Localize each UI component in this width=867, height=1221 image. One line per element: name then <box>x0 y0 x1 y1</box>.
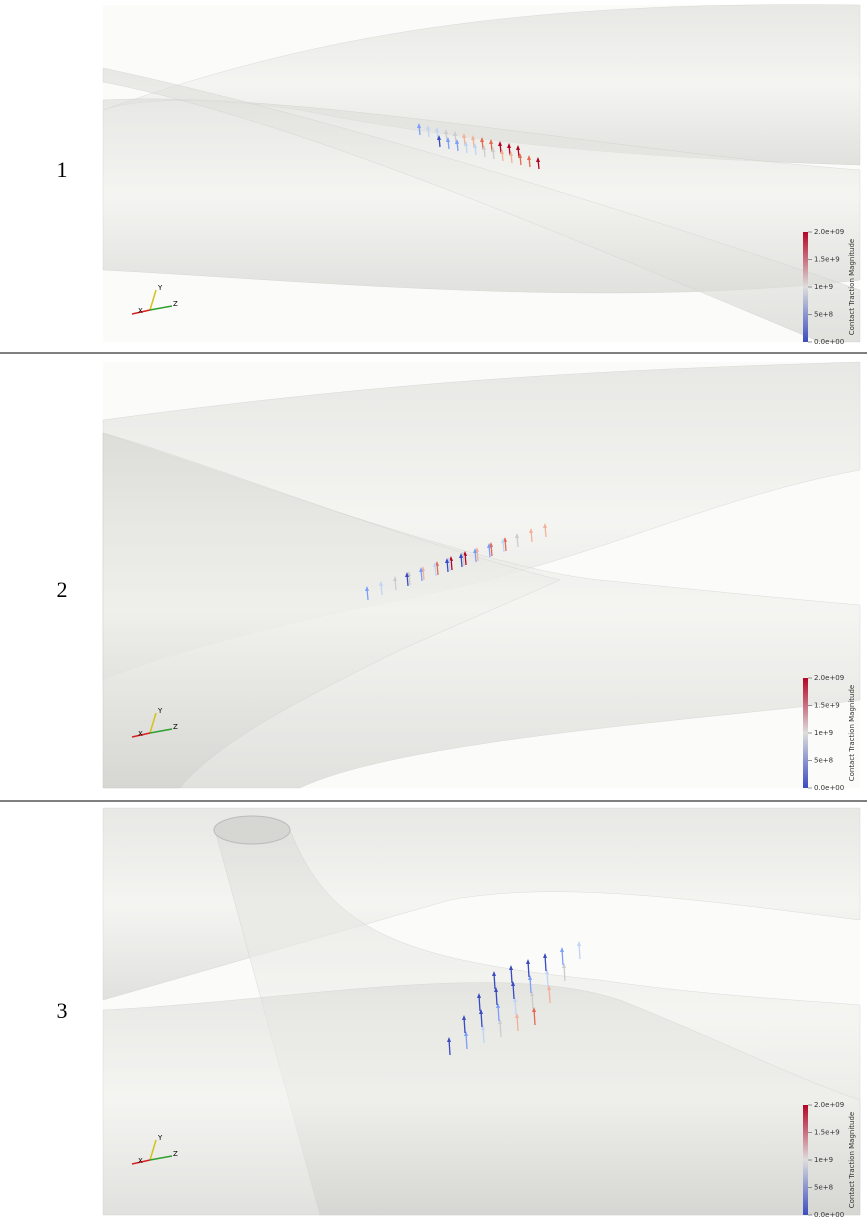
colorbar-title: Contact Traction Magnitude <box>848 1112 856 1208</box>
colorbar-tick-label: 1.5e+9 <box>814 256 840 264</box>
colorbar-tick-label: 2.0e+09 <box>814 1101 844 1109</box>
axis-label: X <box>138 307 143 315</box>
colorbar-tick-label: 0.0e+00 <box>814 784 844 792</box>
figure: 1 2.0e+09 1.5e+9 1e+9 5e+8 0.0e+00 Contact Tra… <box>0 0 867 1221</box>
colorbar-tick-label: 1e+9 <box>814 283 833 291</box>
axis-label: Y <box>157 284 163 292</box>
axis-label: Z <box>173 723 178 731</box>
axis-label: Z <box>173 300 178 308</box>
colorbar-tick-label: 1e+9 <box>814 729 833 737</box>
colorbar-tick-label: 0.0e+00 <box>814 338 844 346</box>
axis-label: Y <box>157 707 163 715</box>
colorbar-tick-label: 5e+8 <box>814 1184 833 1192</box>
colorbar-tick-label: 5e+8 <box>814 311 833 319</box>
axis-label: X <box>138 730 143 738</box>
axis-label: Y <box>157 1134 163 1142</box>
panel-label: 3 <box>57 998 68 1023</box>
colorbar-tick-label: 0.0e+00 <box>814 1211 844 1219</box>
colorbar-tick-label: 1.5e+9 <box>814 702 840 710</box>
colorbar-tick-label: 2.0e+09 <box>814 674 844 682</box>
colorbar-tick-label: 2.0e+09 <box>814 228 844 236</box>
colorbar <box>803 1105 808 1215</box>
colorbar-tick-label: 5e+8 <box>814 757 833 765</box>
axis-label: Z <box>173 1150 178 1158</box>
colorbar <box>803 232 808 342</box>
colorbar-tick-label: 1e+9 <box>814 1156 833 1164</box>
colorbar-title: Contact Traction Magnitude <box>848 685 856 781</box>
panel-label: 2 <box>57 577 68 602</box>
colorbar <box>803 678 808 788</box>
colorbar-tick-label: 1.5e+9 <box>814 1129 840 1137</box>
panel-label: 1 <box>57 157 68 182</box>
tube-end <box>214 816 290 844</box>
colorbar-title: Contact Traction Magnitude <box>848 239 856 335</box>
axis-label: X <box>138 1157 143 1165</box>
